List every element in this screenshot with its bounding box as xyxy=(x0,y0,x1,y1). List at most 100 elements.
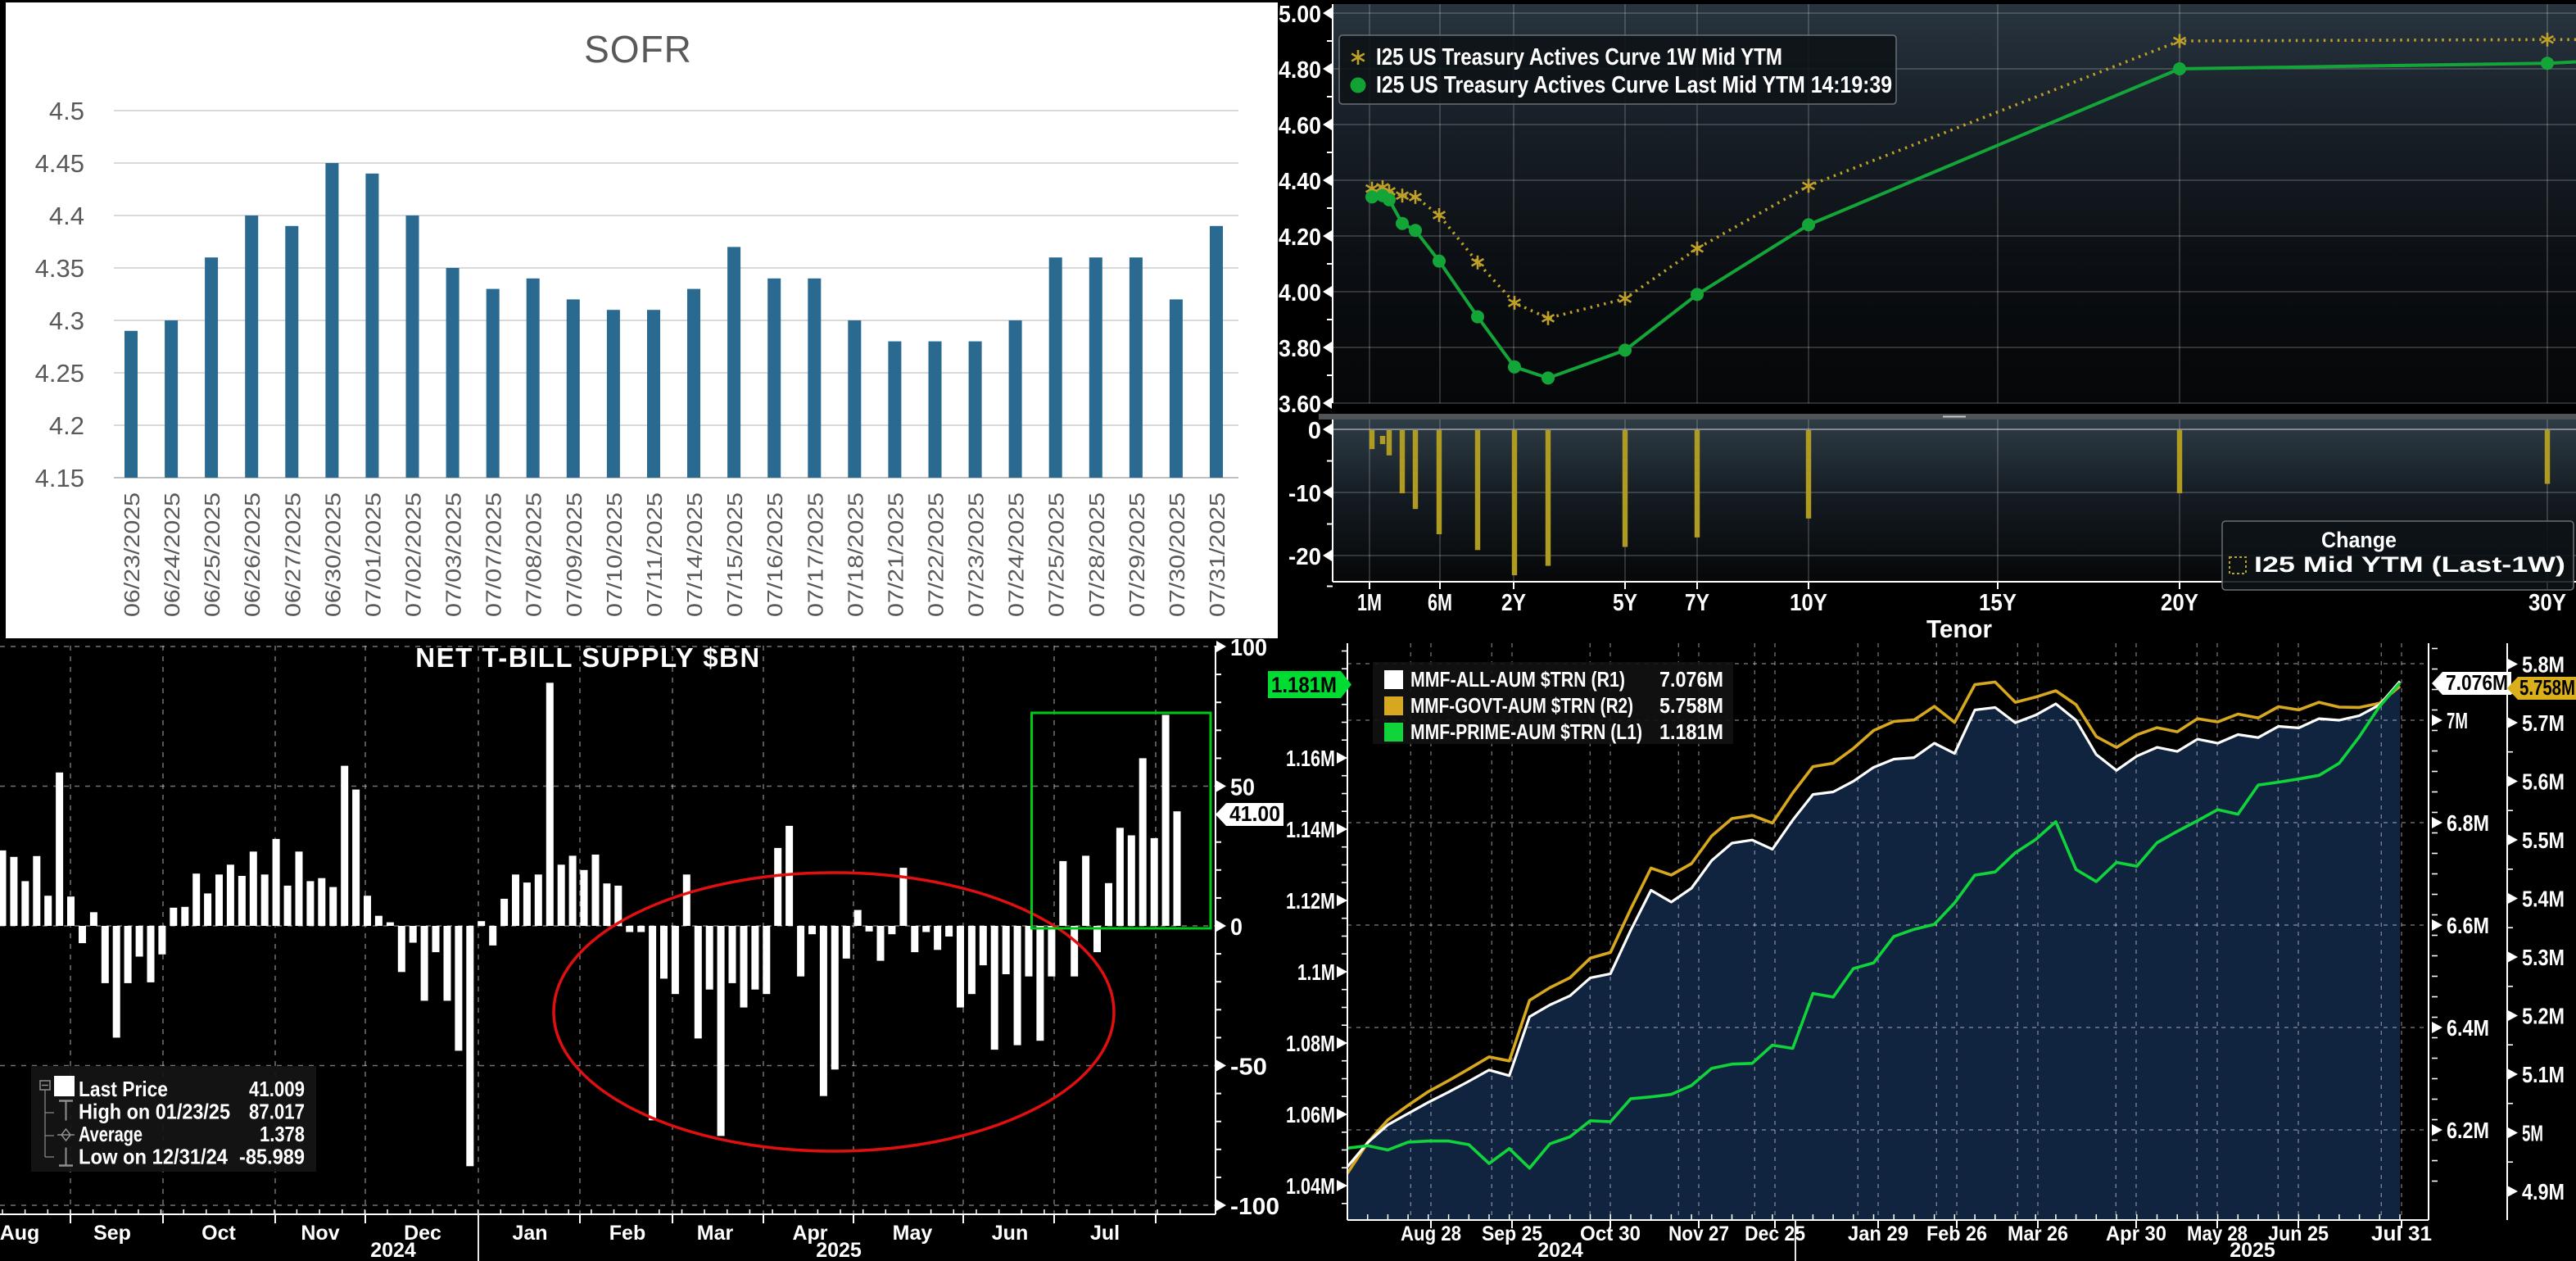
svg-text:1.16M: 1.16M xyxy=(1286,746,1335,771)
svg-text:50: 50 xyxy=(1230,775,1255,801)
svg-text:Mar 26: Mar 26 xyxy=(2008,1222,2068,1245)
svg-text:Average: Average xyxy=(79,1122,143,1146)
svg-text:Jan 29: Jan 29 xyxy=(1848,1222,1908,1245)
svg-text:07/24/2025: 07/24/2025 xyxy=(1004,492,1029,617)
svg-text:Sep: Sep xyxy=(93,1222,131,1245)
svg-text:SOFR: SOFR xyxy=(584,28,692,70)
svg-text:6.8M: 6.8M xyxy=(2447,810,2489,836)
svg-text:5Y: 5Y xyxy=(1613,590,1637,616)
svg-text:7.076M: 7.076M xyxy=(1659,667,1723,692)
svg-text:07/28/2025: 07/28/2025 xyxy=(1084,492,1109,617)
svg-text:5.3M: 5.3M xyxy=(2522,945,2565,970)
svg-text:Jan: Jan xyxy=(512,1222,547,1245)
svg-text:06/24/2025: 06/24/2025 xyxy=(160,492,184,617)
svg-text:Jun 25: Jun 25 xyxy=(2268,1222,2329,1245)
svg-text:MMF-GOVT-AUM $TRN (R2): MMF-GOVT-AUM $TRN (R2) xyxy=(1410,693,1633,718)
svg-text:5.758M: 5.758M xyxy=(1659,693,1723,718)
svg-text:1M: 1M xyxy=(1357,590,1382,616)
svg-text:1.1M: 1.1M xyxy=(1297,959,1335,985)
svg-text:07/15/2025: 07/15/2025 xyxy=(722,492,747,617)
svg-text:Nov: Nov xyxy=(301,1222,339,1245)
svg-text:07/03/2025: 07/03/2025 xyxy=(441,492,466,617)
svg-text:07/18/2025: 07/18/2025 xyxy=(843,492,867,617)
svg-text:06/30/2025: 06/30/2025 xyxy=(320,492,345,617)
svg-text:Low on 12/31/24: Low on 12/31/24 xyxy=(79,1145,228,1169)
svg-text:Jul 31: Jul 31 xyxy=(2371,1222,2432,1245)
svg-text:87.017: 87.017 xyxy=(249,1100,305,1124)
svg-text:07/09/2025: 07/09/2025 xyxy=(562,492,586,617)
svg-text:5.7M: 5.7M xyxy=(2522,710,2565,736)
svg-text:5.1M: 5.1M xyxy=(2522,1062,2565,1087)
svg-text:Oct: Oct xyxy=(201,1222,236,1245)
svg-text:07/29/2025: 07/29/2025 xyxy=(1125,492,1149,617)
svg-text:MMF-PRIME-AUM $TRN (L1): MMF-PRIME-AUM $TRN (L1) xyxy=(1410,719,1642,744)
svg-text:07/22/2025: 07/22/2025 xyxy=(924,492,948,617)
svg-text:6.6M: 6.6M xyxy=(2447,913,2489,938)
svg-text:Jul: Jul xyxy=(1090,1222,1120,1245)
svg-text:Tenor: Tenor xyxy=(1926,615,1992,643)
svg-text:07/16/2025: 07/16/2025 xyxy=(763,492,787,617)
svg-text:Aug 28: Aug 28 xyxy=(1401,1222,1461,1245)
svg-text:Change: Change xyxy=(2321,528,2397,552)
svg-text:3.60: 3.60 xyxy=(1279,392,1321,418)
svg-text:5.6M: 5.6M xyxy=(2522,769,2565,795)
svg-text:07/31/2025: 07/31/2025 xyxy=(1205,492,1229,617)
svg-text:I25 US Treasury Actives Curve: I25 US Treasury Actives Curve Last Mid Y… xyxy=(1376,72,1892,98)
svg-text:Dec: Dec xyxy=(404,1222,441,1245)
svg-text:10Y: 10Y xyxy=(1790,590,1827,616)
svg-text:4.5: 4.5 xyxy=(49,97,84,125)
svg-text:100: 100 xyxy=(1230,635,1267,661)
svg-text:4.9M: 4.9M xyxy=(2522,1179,2565,1204)
svg-text:4.40: 4.40 xyxy=(1279,169,1321,195)
svg-text:Apr: Apr xyxy=(792,1222,827,1245)
svg-text:-10: -10 xyxy=(1288,481,1321,507)
svg-text:-20: -20 xyxy=(1288,544,1321,570)
svg-text:I25 Mid YTM (Last-1W): I25 Mid YTM (Last-1W) xyxy=(2254,552,2565,577)
svg-text:5.758M: 5.758M xyxy=(2519,675,2575,700)
svg-text:May 28: May 28 xyxy=(2187,1222,2248,1245)
svg-text:2024: 2024 xyxy=(1537,1239,1583,1261)
svg-text:07/17/2025: 07/17/2025 xyxy=(803,492,827,617)
svg-text:I25 US Treasury Actives Curve: I25 US Treasury Actives Curve 1W Mid YTM xyxy=(1376,44,1782,70)
svg-text:41.00: 41.00 xyxy=(1229,801,1280,826)
svg-text:5.5M: 5.5M xyxy=(2522,828,2565,853)
svg-text:4.80: 4.80 xyxy=(1279,57,1321,84)
svg-text:30Y: 30Y xyxy=(2528,590,2566,616)
svg-text:2025: 2025 xyxy=(816,1239,862,1261)
svg-text:Sep 25: Sep 25 xyxy=(1482,1222,1542,1245)
svg-text:07/10/2025: 07/10/2025 xyxy=(602,492,627,617)
svg-text:07/14/2025: 07/14/2025 xyxy=(682,492,707,617)
svg-text:4.60: 4.60 xyxy=(1279,113,1321,139)
svg-text:1.378: 1.378 xyxy=(260,1122,305,1146)
svg-text:1.181M: 1.181M xyxy=(1659,719,1723,744)
svg-text:Feb 26: Feb 26 xyxy=(1926,1222,1987,1245)
svg-text:0: 0 xyxy=(1308,418,1321,444)
svg-text:3.80: 3.80 xyxy=(1279,336,1321,362)
svg-text:6.2M: 6.2M xyxy=(2447,1118,2489,1143)
svg-text:5.2M: 5.2M xyxy=(2522,1004,2565,1029)
svg-text:1.08M: 1.08M xyxy=(1286,1031,1335,1056)
svg-text:41.009: 41.009 xyxy=(249,1077,305,1101)
svg-text:NET T-BILL SUPPLY $BN: NET T-BILL SUPPLY $BN xyxy=(415,642,760,673)
svg-text:7Y: 7Y xyxy=(1685,590,1709,616)
svg-text:07/23/2025: 07/23/2025 xyxy=(964,492,989,617)
svg-text:1.06M: 1.06M xyxy=(1286,1102,1335,1127)
svg-text:4.2: 4.2 xyxy=(49,411,84,440)
svg-text:Mar: Mar xyxy=(697,1222,734,1245)
svg-text:Aug: Aug xyxy=(0,1222,39,1245)
svg-text:2025: 2025 xyxy=(2230,1239,2275,1261)
svg-text:1.04M: 1.04M xyxy=(1286,1173,1335,1199)
svg-text:1.12M: 1.12M xyxy=(1286,888,1335,914)
svg-text:-50: -50 xyxy=(1230,1055,1267,1081)
svg-text:1.14M: 1.14M xyxy=(1286,817,1335,842)
svg-text:MMF-ALL-AUM $TRN (R1): MMF-ALL-AUM $TRN (R1) xyxy=(1410,667,1625,692)
svg-text:20Y: 20Y xyxy=(2161,590,2198,616)
svg-text:06/23/2025: 06/23/2025 xyxy=(120,492,144,617)
svg-text:06/27/2025: 06/27/2025 xyxy=(280,492,305,617)
svg-text:07/30/2025: 07/30/2025 xyxy=(1165,492,1189,617)
svg-text:High on 01/23/25: High on 01/23/25 xyxy=(79,1100,230,1124)
svg-text:Jun: Jun xyxy=(992,1222,1028,1245)
svg-text:4.20: 4.20 xyxy=(1279,225,1321,251)
svg-text:07/07/2025: 07/07/2025 xyxy=(482,492,506,617)
svg-text:Feb: Feb xyxy=(609,1222,645,1245)
